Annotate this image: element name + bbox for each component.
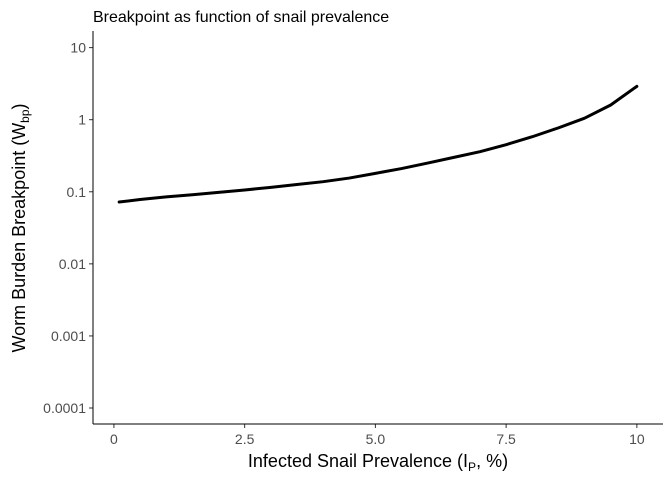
x-axis-title-tail: , %) [476, 451, 508, 471]
y-tick-label: 0.0001 [43, 400, 86, 416]
y-axis-ticks: 0.0001 0.001 0.01 0.1 1 10 [43, 40, 93, 416]
x-tick-label: 0 [110, 431, 118, 447]
y-tick-label: 0.1 [67, 184, 87, 200]
y-tick-label: 1 [78, 112, 86, 128]
x-axis-title: Infected Snail Prevalence (IP, %) [248, 451, 508, 474]
y-axis-title-tail: ) [9, 103, 29, 109]
x-tick-label: 2.5 [235, 431, 255, 447]
x-axis-title-main: Infected Snail Prevalence (I [248, 451, 468, 471]
y-axis-title-sub: bp [18, 109, 32, 123]
x-tick-label: 7.5 [496, 431, 516, 447]
chart-title: Breakpoint as function of snail prevalen… [93, 9, 389, 26]
y-axis-title-main: Worm Burden Breakpoint (W [9, 123, 29, 353]
x-tick-label: 10 [629, 431, 645, 447]
y-axis-title: Worm Burden Breakpoint (Wbp) [9, 103, 32, 352]
series-line-0 [117, 84, 639, 204]
y-tick-label: 0.001 [51, 328, 86, 344]
x-axis-ticks: 0 2.5 5.0 7.5 10 [110, 424, 645, 447]
x-axis-title-sub: P [468, 460, 476, 474]
y-tick-label: 0.01 [59, 256, 86, 272]
series-layer [117, 84, 639, 204]
y-tick-label: 10 [70, 40, 86, 56]
x-tick-label: 5.0 [366, 431, 386, 447]
